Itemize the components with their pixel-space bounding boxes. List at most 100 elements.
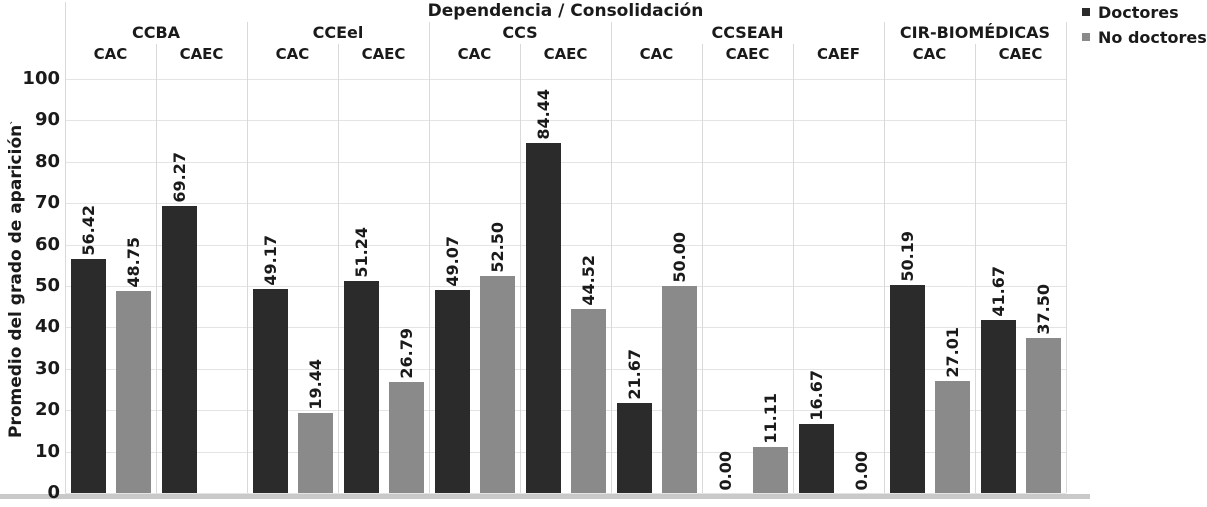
h-gridline	[65, 327, 1066, 328]
group-header-label: CCSEAH	[711, 23, 784, 42]
column-separator-line	[338, 44, 339, 493]
h-gridline	[65, 79, 1066, 80]
bar-doctores	[799, 424, 834, 493]
bar-value-label: 0.00	[852, 450, 871, 490]
bar-doctores	[981, 320, 1016, 493]
legend-label: Doctores	[1098, 2, 1179, 22]
bar-value-label: 84.44	[534, 89, 553, 140]
bar-doctores	[162, 206, 197, 493]
column-separator-line	[520, 44, 521, 493]
legend-label: No doctores	[1098, 27, 1207, 47]
column-header-label: CAC	[275, 45, 310, 63]
bar-value-label: 11.11	[761, 393, 780, 444]
bar-no-doctores	[389, 382, 424, 493]
legend-item: No doctores	[1082, 27, 1207, 47]
bar-doctores	[617, 403, 652, 493]
bar-no-doctores	[662, 286, 697, 493]
bar-value-label: 50.19	[898, 231, 917, 282]
h-gridline	[65, 203, 1066, 204]
bar-doctores	[890, 285, 925, 493]
bar-value-label: 27.01	[943, 327, 962, 378]
legend-item: Doctores	[1082, 2, 1207, 22]
bar-no-doctores	[935, 381, 970, 493]
h-gridline	[65, 410, 1066, 411]
bar-doctores	[344, 281, 379, 493]
legend-swatch-icon	[1082, 33, 1090, 41]
bar-value-label: 49.07	[443, 236, 462, 287]
bar-value-label: 26.79	[397, 328, 416, 379]
h-gridline	[65, 162, 1066, 163]
x-axis-line	[0, 494, 1090, 499]
h-gridline	[65, 286, 1066, 287]
column-separator-line	[975, 44, 976, 493]
bar-doctores	[71, 259, 106, 493]
column-header-label: CAC	[93, 45, 128, 63]
y-tick-label: 30	[34, 358, 60, 379]
h-gridline	[65, 245, 1066, 246]
y-tick-label: 60	[34, 234, 60, 255]
group-separator-line	[884, 22, 885, 493]
bar-value-label: 56.42	[79, 205, 98, 256]
bar-value-label: 48.75	[124, 237, 143, 288]
group-separator-line	[611, 22, 612, 493]
plot-right-border	[1066, 22, 1067, 493]
bar-no-doctores	[298, 413, 333, 493]
y-tick-label: 10	[34, 441, 60, 462]
column-header-label: CAEC	[543, 45, 588, 63]
bar-value-label: 49.17	[261, 235, 280, 286]
bar-value-label: 69.27	[170, 152, 189, 203]
bar-no-doctores	[480, 276, 515, 493]
legend-swatch-icon	[1082, 8, 1090, 16]
column-header-label: CAC	[912, 45, 947, 63]
group-separator-line	[429, 22, 430, 493]
y-tick-label: 70	[34, 192, 60, 213]
y-tick-label: 90	[34, 109, 60, 130]
bar-value-label: 16.67	[807, 370, 826, 421]
y-tick-label: 80	[34, 151, 60, 172]
group-header-label: CIR-BIOMÉDICAS	[899, 23, 1051, 42]
bar-value-label: 19.44	[306, 359, 325, 410]
h-gridline	[65, 120, 1066, 121]
column-header-label: CAEC	[361, 45, 406, 63]
bar-value-label: 51.24	[352, 227, 371, 278]
bar-no-doctores	[116, 291, 151, 493]
group-header-label: CCBA	[131, 23, 181, 42]
bar-doctores	[435, 290, 470, 493]
h-gridline	[65, 369, 1066, 370]
bar-value-label: 41.67	[989, 266, 1008, 317]
legend: Doctores No doctores	[1082, 2, 1207, 52]
h-gridline	[65, 452, 1066, 453]
column-header-label: CAC	[639, 45, 674, 63]
column-header-label: CAEF	[816, 45, 861, 63]
bar-value-label: 44.52	[579, 255, 598, 306]
bar-value-label: 37.50	[1034, 284, 1053, 335]
y-tick-label: 50	[34, 275, 60, 296]
y-tick-label: 0	[47, 482, 60, 503]
y-tick-label: 20	[34, 399, 60, 420]
bar-no-doctores	[571, 309, 606, 493]
chart-title: Dependencia / Consolidación	[427, 1, 704, 21]
group-separator-line	[247, 22, 248, 493]
column-header-label: CAEC	[998, 45, 1043, 63]
group-header-label: CCEel	[312, 23, 364, 42]
column-separator-line	[793, 44, 794, 493]
bar-value-label: 0.00	[716, 450, 735, 490]
y-tick-label: 100	[22, 68, 60, 89]
column-header-label: CAEC	[179, 45, 224, 63]
bar-doctores	[526, 143, 561, 493]
column-header-label: CAEC	[725, 45, 770, 63]
column-separator-line	[156, 44, 157, 493]
bar-value-label: 50.00	[670, 232, 689, 283]
group-header-label: CCS	[502, 23, 538, 42]
bar-value-label: 52.50	[488, 222, 507, 273]
plot-left-border	[65, 2, 66, 493]
bar-doctores	[253, 289, 288, 493]
column-header-label: CAC	[457, 45, 492, 63]
bar-value-label: 21.67	[625, 349, 644, 400]
bar-no-doctores	[1026, 338, 1061, 493]
y-tick-label: 40	[34, 316, 60, 337]
h-gridline	[65, 493, 1066, 494]
column-separator-line	[702, 44, 703, 493]
bar-no-doctores	[753, 447, 788, 493]
